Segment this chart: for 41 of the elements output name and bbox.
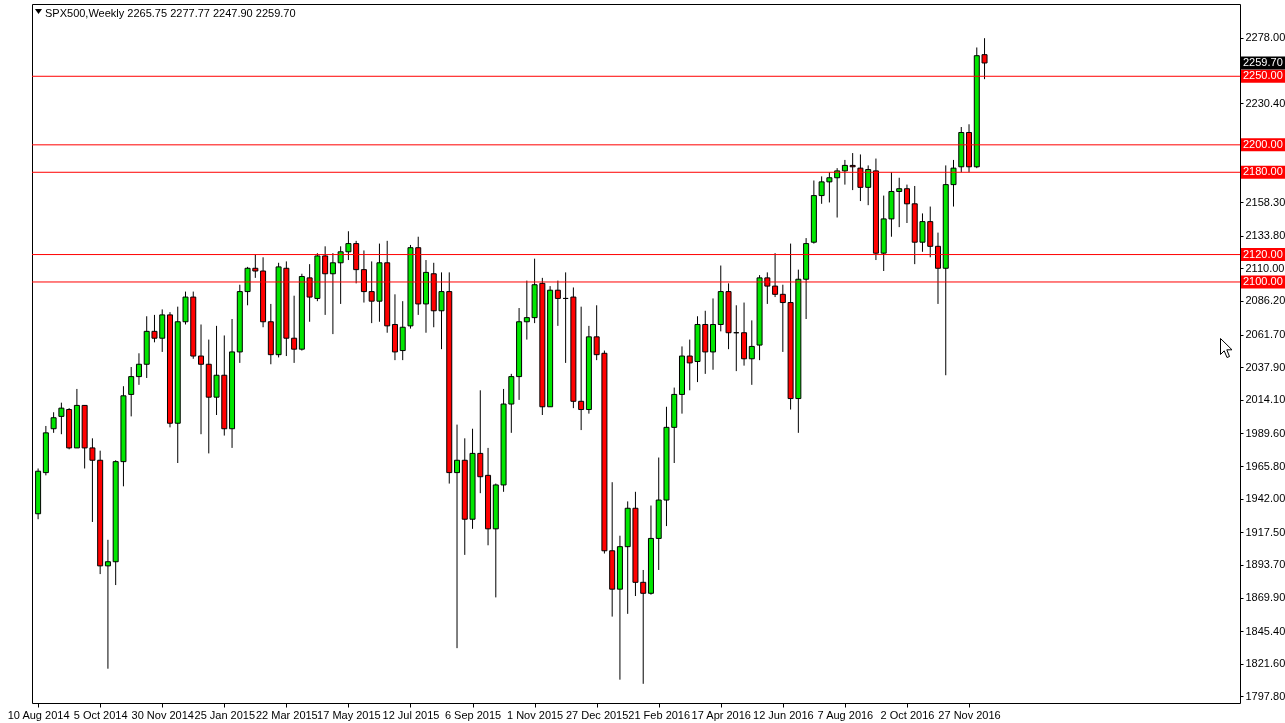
x-tick-label: 27 Dec 2015: [565, 708, 629, 721]
y-tick-label: 1869.90: [1245, 591, 1285, 604]
x-tick-label: 27 Nov 2016: [938, 708, 1001, 721]
y-tick-label: 1917.50: [1245, 525, 1285, 538]
ref-line-label: 2250.00: [1243, 69, 1283, 82]
x-tick-label: 12 Jul 2015: [382, 708, 440, 721]
y-tick-label: 2278.00: [1245, 31, 1285, 44]
x-tick-label: 7 Aug 2016: [817, 708, 874, 721]
x-tick-label: 2 Oct 2016: [880, 708, 935, 721]
ref-line-label: 2180.00: [1243, 165, 1283, 178]
x-tick-label: 1 Nov 2015: [506, 708, 564, 721]
y-tick-label: 2014.10: [1245, 393, 1285, 406]
y-tick-label: 2110.00: [1245, 261, 1285, 274]
y-tick-label: 2158.30: [1245, 195, 1285, 208]
y-tick-label: 1797.80: [1245, 689, 1285, 702]
y-tick-label: 1821.60: [1245, 657, 1285, 670]
ref-line-label: 2100.00: [1243, 274, 1283, 287]
y-tick-label: 2086.20: [1245, 294, 1285, 307]
text: 2259.70: [1243, 55, 1283, 68]
y-tick-label: 2061.70: [1245, 328, 1285, 341]
ref-line-label: 2200.00: [1243, 137, 1283, 150]
y-tick-label: 1893.70: [1245, 558, 1285, 571]
x-tick-label: 5 Oct 2014: [73, 708, 128, 721]
x-tick-label: 17 Apr 2016: [691, 708, 751, 721]
x-tick-label: 22 Mar 2015: [255, 708, 318, 721]
y-tick-label: 1845.40: [1245, 624, 1285, 637]
x-tick-label: 6 Sep 2015: [444, 708, 502, 721]
y-tick-label: 2133.80: [1245, 229, 1285, 242]
chart-title: SPX500,Weekly 2265.75 2277.77 2247.90 2259.70: [45, 7, 296, 19]
y-tick-label: 2230.40: [1245, 96, 1285, 109]
x-tick-label: 12 Jun 2016: [753, 708, 814, 721]
x-tick-label: 25 Jan 2015: [194, 708, 256, 721]
x-tick-label: 10 Aug 2014: [7, 708, 70, 721]
y-tick-label: 1989.60: [1245, 426, 1285, 439]
y-tick-label: 1942.00: [1245, 492, 1285, 505]
y-tick-label: 1965.80: [1245, 459, 1285, 472]
ref-line-label: 2120.00: [1243, 247, 1283, 260]
x-tick-label: 17 May 2015: [317, 708, 381, 721]
x-tick-label: 30 Nov 2014: [131, 708, 194, 721]
y-tick-label: 2037.90: [1245, 360, 1285, 373]
x-tick-label: 21 Feb 2016: [628, 708, 691, 721]
